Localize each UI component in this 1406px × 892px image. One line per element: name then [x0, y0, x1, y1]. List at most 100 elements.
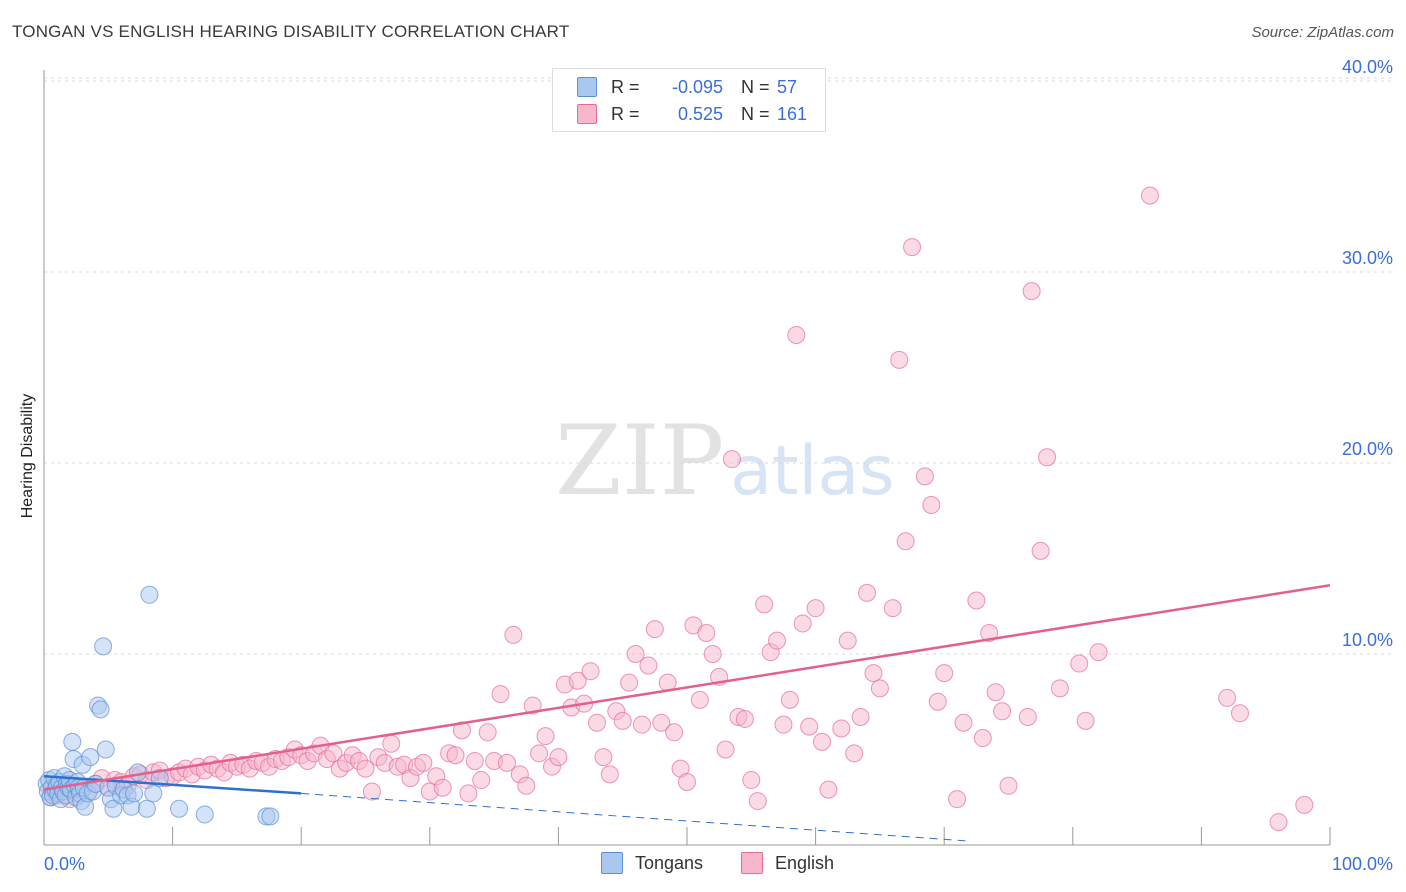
data-point-english	[652, 713, 671, 732]
data-point-english	[922, 496, 941, 515]
legend-r-value: -0.095	[671, 76, 723, 97]
data-point-english	[806, 599, 825, 618]
data-point-english	[993, 702, 1012, 721]
data-point-english	[716, 740, 735, 759]
data-point-english	[838, 631, 857, 650]
legend-swatch-tongans	[577, 77, 597, 97]
data-point-tongans	[150, 769, 169, 788]
data-point-tongans	[91, 700, 110, 719]
data-point-english	[587, 713, 606, 732]
data-point-tongans	[137, 799, 156, 818]
x-tick-label: 100.0%	[1332, 854, 1393, 874]
data-point-tongans	[195, 805, 214, 824]
data-point-english	[986, 683, 1005, 702]
data-point-english	[690, 690, 709, 709]
data-point-english	[459, 784, 478, 803]
data-point-english	[1230, 704, 1249, 723]
legend-n-value: 161	[777, 103, 808, 124]
legend-r-value: 0.525	[677, 103, 723, 124]
data-point-english	[472, 771, 491, 790]
legend-item-tongans[interactable]: Tongans	[601, 852, 703, 874]
legend-swatch-english	[577, 104, 597, 124]
data-point-tongans	[96, 740, 115, 759]
legend-swatch-english	[741, 852, 763, 874]
data-point-english	[504, 625, 523, 644]
legend-label-tongans: Tongans	[635, 852, 704, 873]
data-point-english	[620, 673, 639, 692]
legend-r-label: R =	[611, 76, 640, 97]
data-point-english	[446, 746, 465, 765]
legend-label-english: English	[775, 852, 835, 873]
data-point-english	[774, 715, 793, 734]
legend-n-value: 57	[777, 76, 798, 97]
watermark-zip: ZIP	[555, 405, 725, 517]
data-point-english	[742, 771, 761, 790]
data-point-english	[999, 776, 1018, 795]
y-tick-label: 30.0%	[1342, 248, 1393, 268]
data-point-english	[832, 719, 851, 738]
correlation-legend: R = -0.095 N = 57 R = 0.525 N = 161	[552, 68, 826, 132]
legend-r-label: R =	[611, 103, 640, 124]
data-point-english	[1050, 679, 1069, 698]
data-point-english	[954, 713, 973, 732]
data-point-english	[645, 620, 664, 639]
watermark-atlas: atlas	[730, 432, 895, 511]
legend-swatch-tongans	[601, 852, 623, 874]
data-point-tongans	[261, 807, 280, 826]
data-point-english	[703, 645, 722, 663]
trendline-tongans-extension	[301, 792, 970, 842]
data-point-english	[382, 734, 401, 753]
trendline-tongans	[43, 774, 302, 795]
data-point-english	[845, 744, 864, 763]
data-point-english	[594, 748, 613, 767]
data-point-english	[1038, 448, 1057, 467]
data-point-english	[1218, 688, 1237, 707]
legend-row-english: R = 0.525 N = 161	[577, 102, 807, 126]
data-point-english	[903, 238, 922, 257]
data-point-english	[639, 656, 658, 675]
data-point-english	[800, 717, 819, 736]
data-point-english	[980, 623, 999, 642]
data-point-english	[665, 723, 684, 742]
data-point-english	[568, 671, 587, 690]
data-point-tongans	[128, 763, 147, 782]
data-point-tongans	[170, 799, 189, 818]
data-point-english	[433, 778, 452, 797]
data-point-english	[748, 792, 767, 811]
data-point-tongans	[81, 748, 100, 767]
data-point-tongans	[104, 799, 123, 818]
data-point-english	[581, 662, 600, 681]
data-point-english	[1089, 643, 1108, 662]
x-tick-label: 0.0%	[44, 854, 85, 874]
data-point-english	[517, 776, 536, 795]
chart-title: TONGAN VS ENGLISH HEARING DISABILITY COR…	[12, 22, 570, 41]
data-point-english	[787, 326, 806, 345]
data-point-english	[1018, 708, 1037, 727]
series-legend: Tongans English	[0, 852, 1406, 878]
data-point-tongans	[63, 732, 82, 751]
trendline-english	[43, 584, 1331, 791]
data-point-english	[735, 709, 754, 728]
data-point-english	[755, 595, 774, 614]
data-point-english	[530, 744, 549, 763]
data-point-english	[600, 765, 619, 784]
data-point-tongans	[125, 784, 144, 803]
data-point-english	[697, 623, 716, 642]
data-point-english	[1269, 813, 1288, 832]
data-point-english	[497, 753, 516, 772]
data-point-english	[1295, 795, 1314, 814]
data-point-english	[362, 782, 381, 801]
legend-item-english[interactable]: English	[741, 852, 834, 874]
data-point-english	[883, 599, 902, 618]
data-point-english	[523, 696, 542, 715]
data-point-english	[948, 790, 967, 809]
data-point-english	[858, 583, 877, 602]
data-point-english	[626, 645, 645, 663]
data-point-tongans	[144, 784, 163, 803]
data-point-english	[613, 711, 632, 730]
data-point-english	[935, 664, 954, 683]
data-point-english	[928, 692, 947, 711]
data-point-english	[678, 772, 696, 791]
data-point-english	[356, 759, 375, 778]
